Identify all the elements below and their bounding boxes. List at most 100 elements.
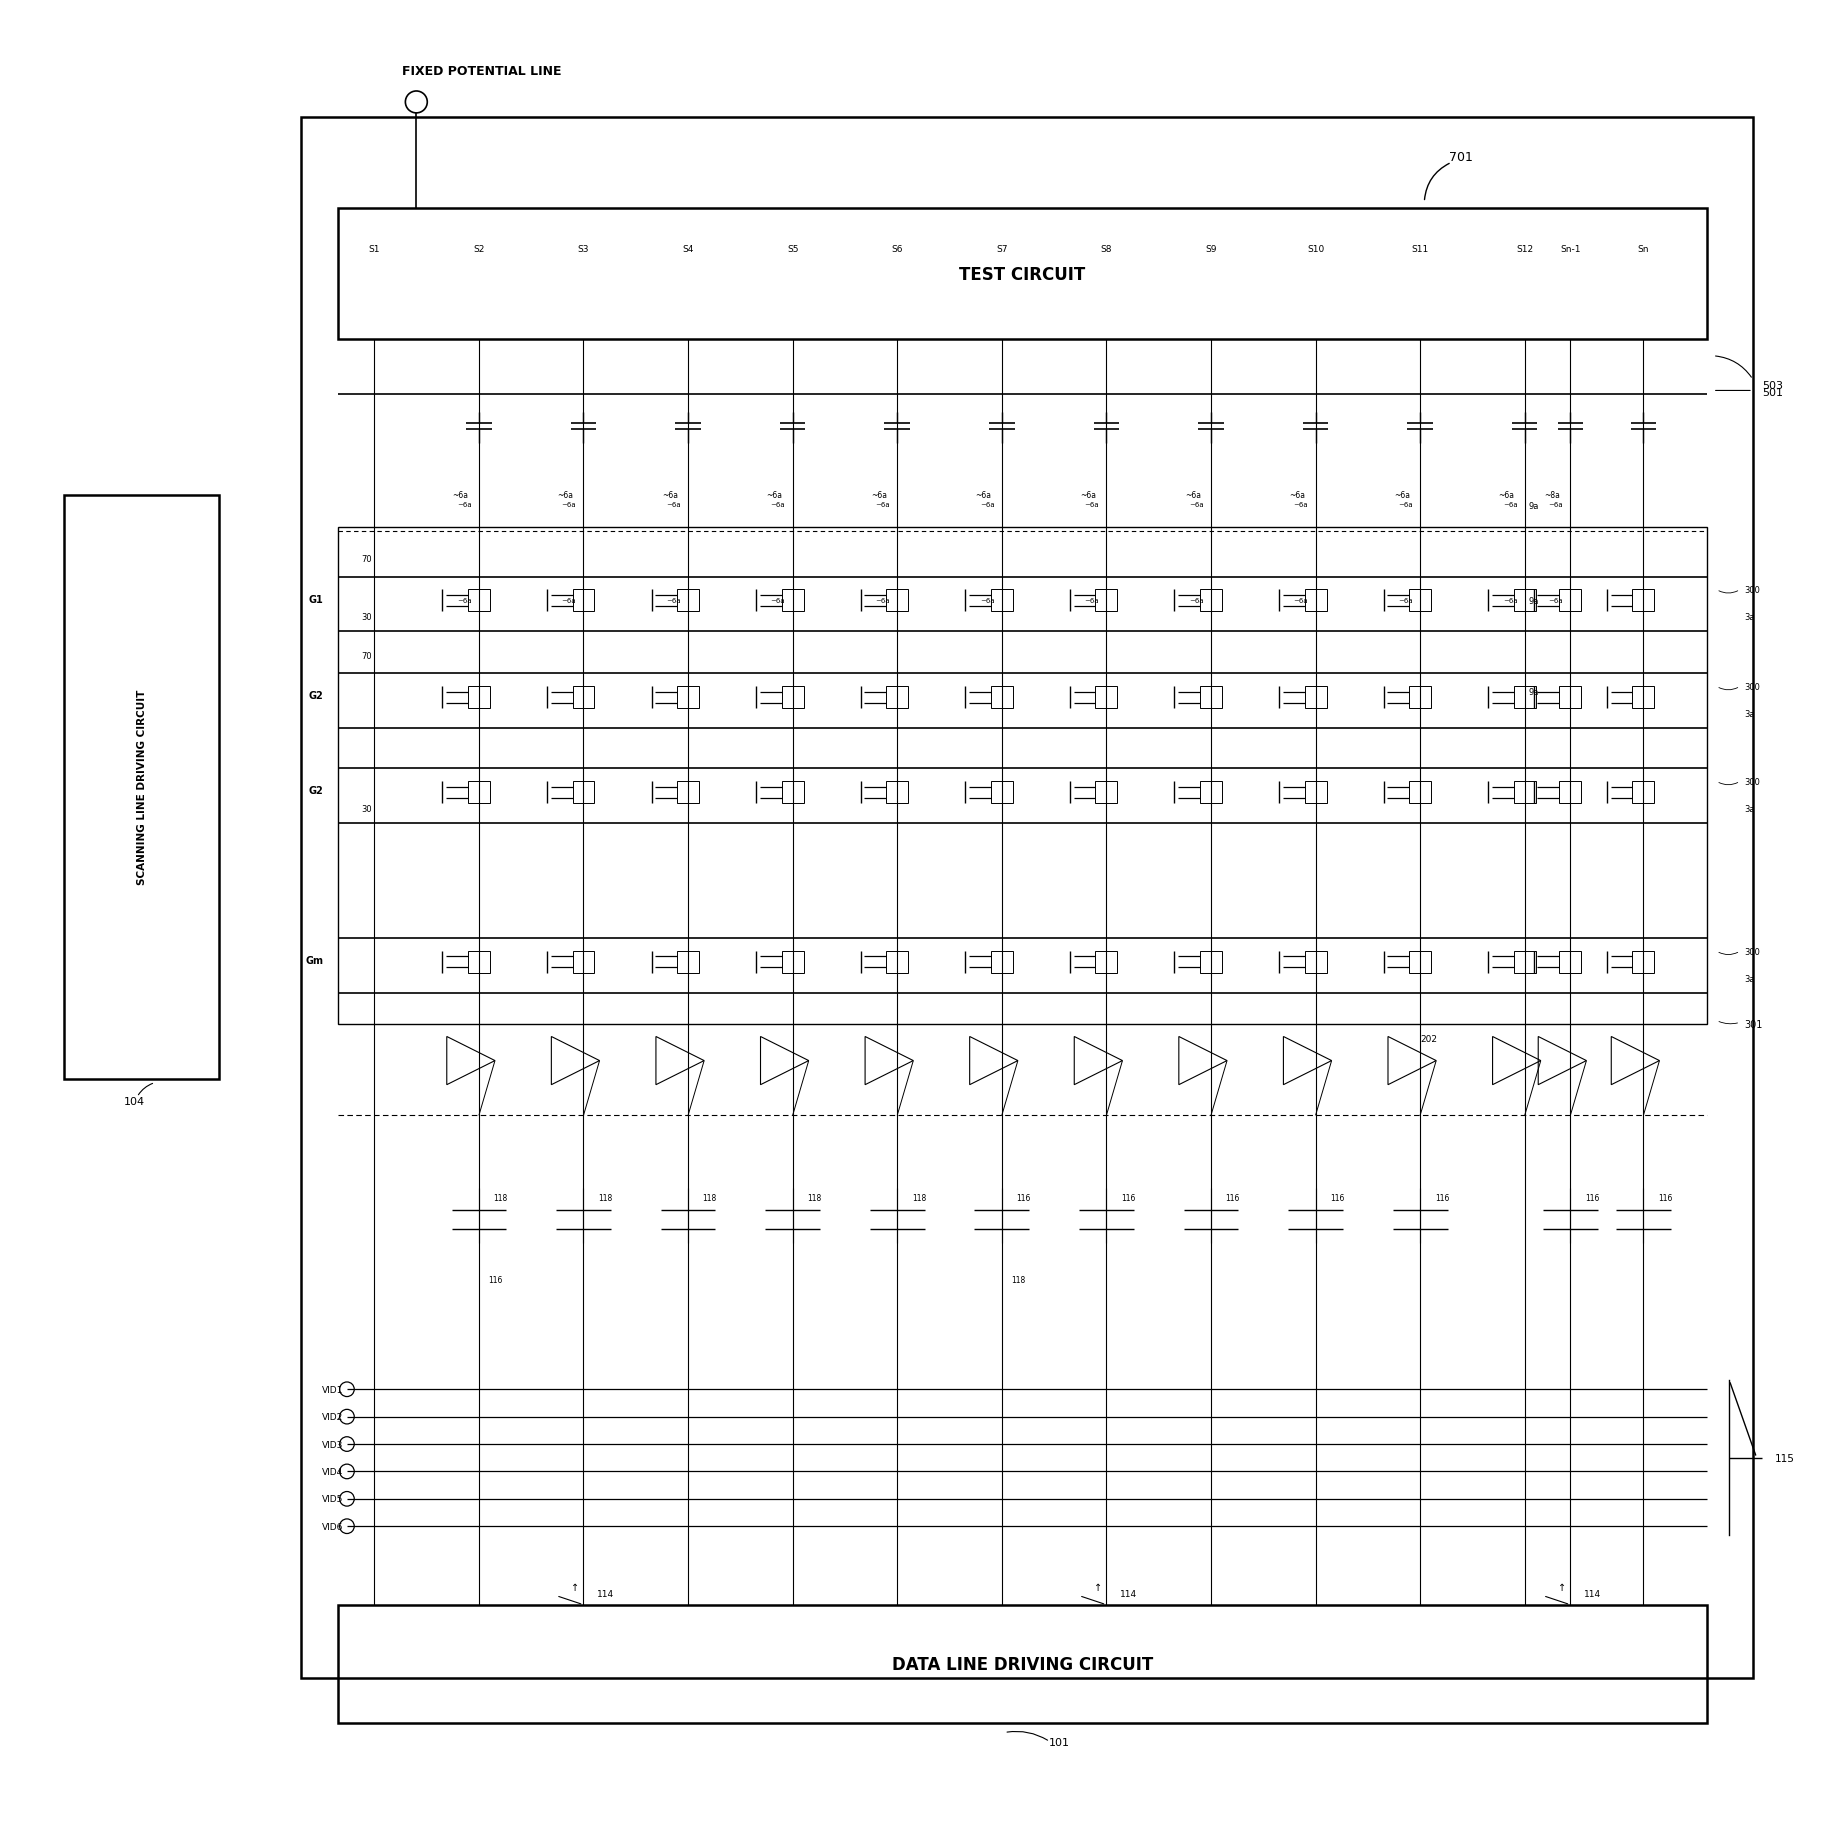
Text: 701: 701 <box>1448 152 1474 165</box>
Text: 70: 70 <box>362 554 373 564</box>
Bar <box>1514 686 1536 708</box>
Text: 202: 202 <box>1421 1034 1437 1043</box>
Text: ~6a: ~6a <box>1399 598 1413 604</box>
Bar <box>64 496 219 1080</box>
Text: S4: S4 <box>683 245 694 253</box>
Bar <box>573 781 595 803</box>
Bar <box>782 589 803 611</box>
Text: 503: 503 <box>1762 381 1784 392</box>
Text: 116: 116 <box>1225 1193 1240 1202</box>
Text: S12: S12 <box>1516 245 1534 253</box>
Bar <box>1632 952 1654 974</box>
Text: ~6a: ~6a <box>453 490 469 500</box>
Text: S10: S10 <box>1307 245 1324 253</box>
Text: 116: 116 <box>1658 1193 1673 1202</box>
Text: FIXED POTENTIAL LINE: FIXED POTENTIAL LINE <box>402 66 561 79</box>
Text: 118: 118 <box>911 1193 926 1202</box>
Text: S9: S9 <box>1205 245 1216 253</box>
Text: 101: 101 <box>1048 1737 1070 1746</box>
Text: ~6a: ~6a <box>1503 501 1517 507</box>
Text: G1: G1 <box>309 595 323 604</box>
Text: G2: G2 <box>309 692 323 701</box>
Text: 3a: 3a <box>1744 710 1755 719</box>
Text: ~6a: ~6a <box>562 598 577 604</box>
Text: 501: 501 <box>1762 388 1784 399</box>
Text: 118: 118 <box>807 1193 822 1202</box>
Text: VID6: VID6 <box>321 1523 343 1532</box>
Bar <box>1304 781 1326 803</box>
Text: ~6a: ~6a <box>1293 501 1307 507</box>
Text: VID4: VID4 <box>321 1468 343 1477</box>
Text: S3: S3 <box>577 245 590 253</box>
Text: 3a: 3a <box>1744 613 1755 622</box>
Text: 300: 300 <box>1744 683 1760 692</box>
Text: 116: 116 <box>1435 1193 1450 1202</box>
Bar <box>1200 952 1222 974</box>
Text: S5: S5 <box>787 245 798 253</box>
Text: ~6a: ~6a <box>981 501 995 507</box>
Text: 116: 116 <box>488 1276 502 1285</box>
Bar <box>782 781 803 803</box>
Text: ~6a: ~6a <box>1189 501 1203 507</box>
Bar <box>1410 589 1432 611</box>
Text: ↑: ↑ <box>1558 1583 1565 1592</box>
Text: ~6a: ~6a <box>456 501 471 507</box>
Bar <box>1632 686 1654 708</box>
Text: ~6a: ~6a <box>1503 598 1517 604</box>
Text: ~6a: ~6a <box>875 501 889 507</box>
Text: ~6a: ~6a <box>1399 501 1413 507</box>
Text: Sn: Sn <box>1638 245 1649 253</box>
Text: S6: S6 <box>891 245 904 253</box>
Text: ~6a: ~6a <box>1393 490 1410 500</box>
Text: ~6a: ~6a <box>456 598 471 604</box>
Bar <box>1096 686 1118 708</box>
Text: ~6a: ~6a <box>557 490 573 500</box>
Bar <box>1304 952 1326 974</box>
Bar <box>1200 589 1222 611</box>
Bar <box>301 117 1753 1678</box>
Bar <box>1200 781 1222 803</box>
Bar <box>1304 589 1326 611</box>
Text: 300: 300 <box>1744 778 1760 787</box>
Text: 300: 300 <box>1744 586 1760 595</box>
Bar <box>338 1605 1707 1724</box>
Text: ~6a: ~6a <box>767 490 782 500</box>
Bar <box>886 686 908 708</box>
Bar <box>1559 589 1581 611</box>
Text: VID2: VID2 <box>321 1413 343 1422</box>
Bar <box>338 209 1707 340</box>
Text: VID1: VID1 <box>321 1385 343 1394</box>
Text: ~6a: ~6a <box>1085 501 1099 507</box>
Text: ~6a: ~6a <box>1189 598 1203 604</box>
Text: DATA LINE DRIVING CIRCUIT: DATA LINE DRIVING CIRCUIT <box>891 1654 1154 1673</box>
Bar <box>467 589 489 611</box>
Text: 3a: 3a <box>1744 805 1755 814</box>
Text: 9a: 9a <box>1528 597 1539 606</box>
Text: 114: 114 <box>597 1590 614 1598</box>
Bar <box>467 781 489 803</box>
Text: 30: 30 <box>362 613 373 622</box>
Bar <box>1096 952 1118 974</box>
Text: 301: 301 <box>1744 1019 1762 1030</box>
Text: ~6a: ~6a <box>1548 598 1563 604</box>
Text: 104: 104 <box>124 1096 146 1105</box>
Text: VID5: VID5 <box>321 1495 343 1504</box>
Text: S1: S1 <box>369 245 380 253</box>
Text: ~6a: ~6a <box>1293 598 1307 604</box>
Text: 118: 118 <box>1012 1276 1024 1285</box>
Text: 70: 70 <box>362 651 373 661</box>
Bar <box>1410 952 1432 974</box>
Bar <box>677 781 699 803</box>
Bar <box>1514 952 1536 974</box>
Text: 300: 300 <box>1744 946 1760 955</box>
Text: S7: S7 <box>995 245 1008 253</box>
Text: S2: S2 <box>473 245 484 253</box>
Text: 116: 116 <box>1329 1193 1344 1202</box>
Text: 118: 118 <box>703 1193 718 1202</box>
Text: ~8a: ~8a <box>1545 490 1559 500</box>
Text: 118: 118 <box>599 1193 612 1202</box>
Bar <box>992 952 1013 974</box>
Bar <box>1559 686 1581 708</box>
Bar <box>338 529 1707 1025</box>
Text: 3a: 3a <box>1744 974 1755 983</box>
